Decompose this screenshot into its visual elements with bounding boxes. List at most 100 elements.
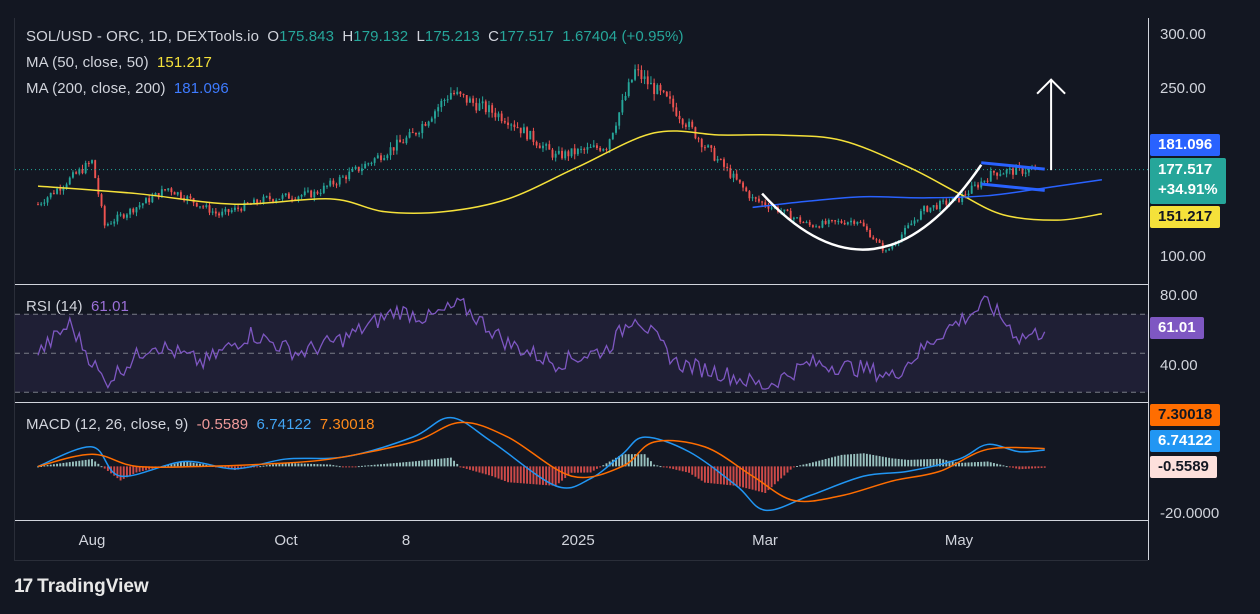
macd-histogram-bar <box>999 464 1002 467</box>
macd-histogram-bar <box>183 461 186 467</box>
candle-body <box>1002 173 1005 175</box>
macd-signal-value: 7.30018 <box>319 416 375 433</box>
candle-body <box>186 196 189 201</box>
candle-body <box>154 192 157 197</box>
candle-body <box>621 99 624 113</box>
macd-histogram-bar <box>462 466 465 469</box>
macd-histogram-bar <box>100 466 103 468</box>
candle-body <box>405 137 408 144</box>
macd-histogram-bar <box>430 459 433 467</box>
macd-histogram-bar <box>316 464 319 467</box>
macd-histogram-bar <box>853 453 856 467</box>
candle-body <box>265 196 268 198</box>
candle-body <box>319 192 322 194</box>
flag-channel-upper <box>981 161 1045 171</box>
macd-histogram-bar <box>475 466 478 472</box>
macd-line <box>37 416 1045 512</box>
macd-histogram-bar <box>125 466 128 478</box>
candle-body <box>65 184 68 188</box>
macd-histogram-bar <box>916 459 919 467</box>
macd-histogram-bar <box>681 466 684 472</box>
macd-histogram-bar <box>145 466 147 471</box>
macd-histogram-bar <box>1040 466 1043 468</box>
macd-histogram-bar <box>253 466 255 468</box>
candle-body <box>491 105 494 113</box>
macd-histogram-bar <box>926 459 929 467</box>
candle-body <box>338 177 341 185</box>
macd-histogram-bar <box>75 461 78 467</box>
candle-body <box>580 148 583 150</box>
close-price-tag-value: 177.517 <box>1158 161 1213 178</box>
macd-histogram-bar <box>326 464 328 467</box>
candle-body <box>735 173 738 180</box>
macd-histogram-bar <box>684 466 687 473</box>
macd-histogram-bar <box>529 466 532 484</box>
macd-histogram-bar <box>748 466 751 489</box>
macd-histogram-bar <box>1008 466 1011 468</box>
macd-histogram-bar <box>649 461 652 467</box>
candle-body <box>256 199 259 203</box>
macd-histogram-bar <box>656 465 659 467</box>
macd-histogram-bar <box>456 463 459 467</box>
macd-histogram-bar <box>634 454 637 467</box>
candle-body <box>205 205 208 207</box>
tradingview-logo[interactable]: 17 TradingView <box>14 576 149 598</box>
macd-histogram-bar <box>507 466 509 483</box>
candle-body <box>68 177 71 185</box>
candle-body <box>488 105 490 113</box>
candle-body <box>542 145 544 149</box>
low-value: 175.213 <box>424 28 480 45</box>
macd-histogram-bar <box>777 466 779 482</box>
ma200-value: 181.096 <box>173 80 229 97</box>
candle-body <box>40 203 43 205</box>
macd-histogram-bar <box>481 466 484 474</box>
macd-value-tag: 6.74122 <box>1150 430 1221 452</box>
macd-histogram-bar <box>106 466 109 471</box>
candle-body <box>56 188 59 194</box>
candle-body <box>46 197 49 203</box>
candle-body <box>767 205 770 209</box>
macd-histogram-bar <box>672 466 675 470</box>
candle-body <box>878 240 881 243</box>
candle-body <box>869 229 872 238</box>
macd-histogram-bar <box>43 465 46 467</box>
macd-histogram-bar <box>449 457 452 467</box>
candle-body <box>141 203 144 206</box>
macd-histogram-bar <box>268 464 271 467</box>
candle-body <box>808 222 811 226</box>
macd-histogram-bar <box>640 454 643 467</box>
macd-histogram-bar <box>52 464 55 467</box>
macd-histogram-bar <box>996 463 999 467</box>
macd-histogram-bar <box>297 463 300 467</box>
macd-histogram-bar <box>1043 466 1046 468</box>
macd-histogram-bar <box>408 461 411 467</box>
candle-body <box>599 147 602 151</box>
candle-body <box>522 127 525 134</box>
macd-histogram-bar <box>230 466 233 470</box>
macd-histogram-bar <box>373 464 376 467</box>
macd-histogram-bar <box>484 466 487 475</box>
macd-histogram-bar <box>970 462 973 467</box>
candle-body <box>989 170 992 182</box>
candle-body <box>672 98 675 108</box>
macd-histogram-bar <box>526 466 529 484</box>
macd-histogram-bar <box>967 462 970 467</box>
symbol-label: SOL/USD - ORC, 1D, DEXTools.io <box>26 28 260 45</box>
candle-body <box>430 118 433 122</box>
candle-body <box>748 191 751 199</box>
macd-histogram-bar <box>84 459 87 467</box>
macd-histogram-bar <box>497 466 500 479</box>
macd-histogram-bar <box>329 464 332 467</box>
candle-body <box>434 111 436 119</box>
macd-histogram-bar <box>986 461 989 467</box>
candle-body <box>310 190 313 198</box>
candle-body <box>624 96 627 100</box>
macd-histogram-bar <box>354 466 357 468</box>
macd-histogram-bar <box>983 461 986 467</box>
macd-histogram-bar <box>891 458 894 467</box>
candle-body <box>1021 167 1024 174</box>
macd-histogram-bar <box>122 466 125 479</box>
candle-body <box>726 166 729 169</box>
